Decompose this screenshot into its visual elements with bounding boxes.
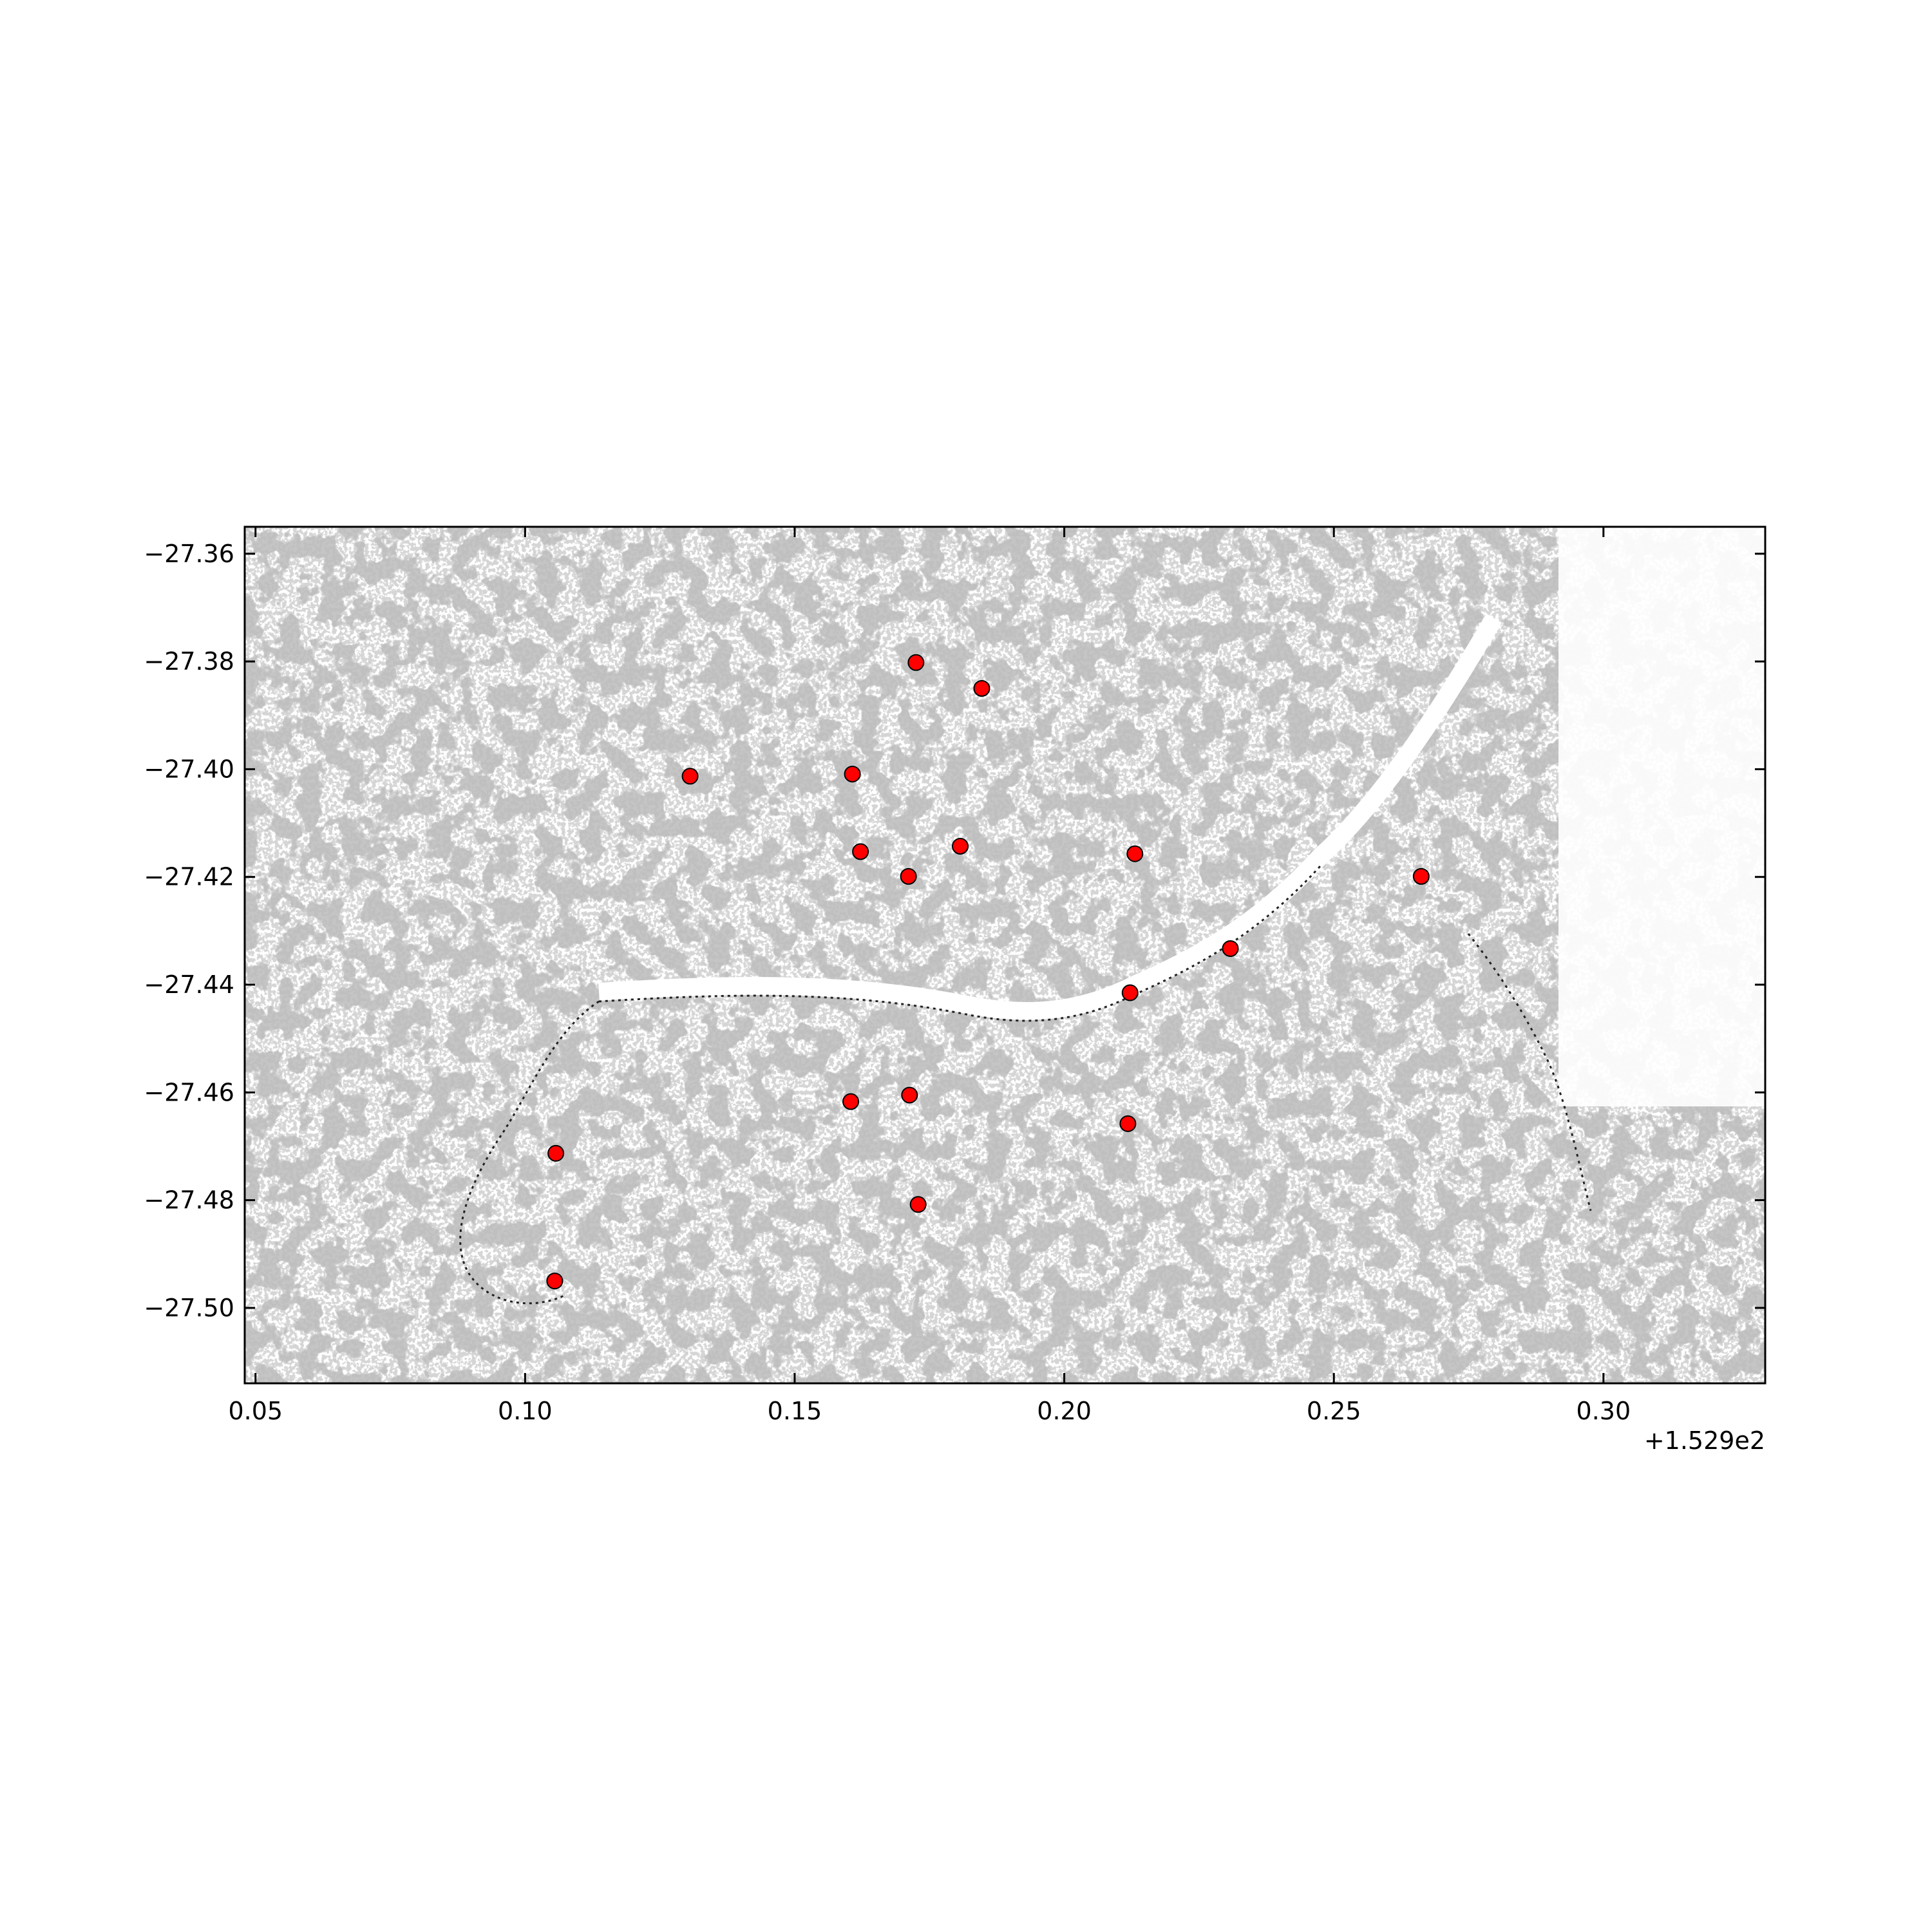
river-meander bbox=[459, 1000, 600, 1305]
scatter-point bbox=[901, 1086, 918, 1104]
scatter-point bbox=[909, 1196, 927, 1213]
x-axis: 0.05 0.10 0.15 0.20 0.25 0.30 bbox=[228, 527, 1631, 1425]
scatter-point bbox=[547, 1144, 565, 1162]
scatter-point bbox=[546, 1273, 564, 1290]
background-raster-map bbox=[245, 527, 1765, 1383]
x-offset-label: +1.529e2 bbox=[1644, 1426, 1765, 1455]
scatter-point bbox=[900, 867, 917, 885]
raster-blank-east bbox=[1558, 527, 1765, 1106]
scatter-point bbox=[1222, 940, 1239, 957]
x-tick-label: 0.05 bbox=[228, 1397, 283, 1425]
x-tick-label: 0.15 bbox=[768, 1397, 822, 1425]
scatter-point bbox=[681, 768, 699, 785]
x-tick-label: 0.20 bbox=[1037, 1397, 1092, 1425]
x-tick-label: 0.30 bbox=[1577, 1397, 1631, 1425]
y-tick-label: −27.36 bbox=[144, 540, 234, 568]
y-tick-label: −27.50 bbox=[144, 1294, 234, 1322]
y-tick-label: −27.42 bbox=[144, 863, 234, 891]
scatter-point bbox=[1121, 984, 1139, 1001]
scatter-point bbox=[842, 1093, 860, 1110]
x-tick-label: 0.10 bbox=[498, 1397, 553, 1425]
raster-blotch-layer bbox=[245, 527, 1765, 1383]
y-tick-label: −27.48 bbox=[144, 1186, 234, 1215]
scatter-point bbox=[973, 679, 990, 697]
y-tick-label: −27.40 bbox=[144, 755, 234, 783]
scatter-point bbox=[1126, 845, 1144, 862]
scatter-points bbox=[546, 654, 1430, 1290]
plot-area: 0.05 0.10 0.15 0.20 0.25 0.30 −27.36−27.38−27… bbox=[144, 526, 1766, 1455]
y-tick-label: −27.44 bbox=[144, 971, 234, 999]
y-axis: −27.36 −27.38 −27.40 −27.42 −27.44 −27.46 −27.… bbox=[144, 540, 1765, 1322]
y-tick-label: −27.46 bbox=[144, 1078, 234, 1106]
scatter-point bbox=[1412, 867, 1430, 885]
river-bank bbox=[598, 865, 1321, 1022]
scatter-point bbox=[1119, 1115, 1137, 1132]
scatter-point bbox=[907, 654, 925, 671]
x-tick-label: 0.25 bbox=[1307, 1397, 1361, 1425]
axes-frame bbox=[243, 526, 1766, 1385]
scatter-point bbox=[844, 765, 861, 782]
y-tick-label: −27.38 bbox=[144, 647, 234, 676]
scatter-point bbox=[952, 838, 969, 855]
scatter-point bbox=[852, 843, 869, 860]
